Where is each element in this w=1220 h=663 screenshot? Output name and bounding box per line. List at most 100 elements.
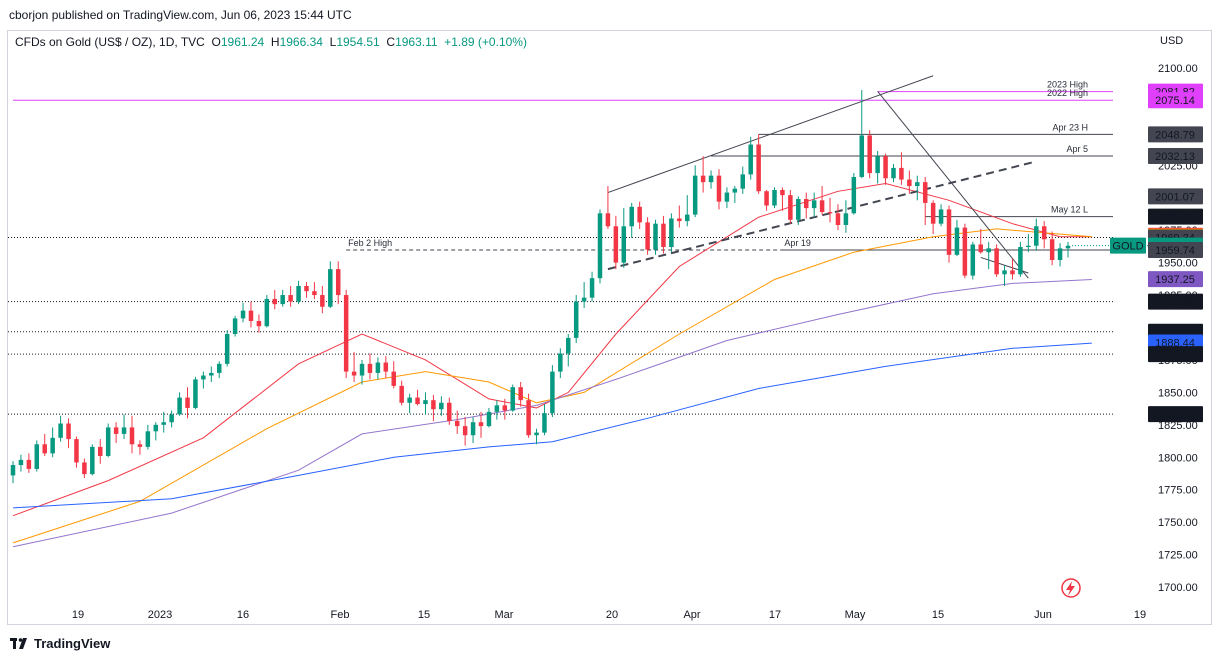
candle-body: [803, 199, 809, 209]
candle-body: [462, 426, 468, 436]
candle-body: [335, 269, 341, 296]
candle-body: [566, 337, 571, 354]
price-label-text: 1919.90: [1155, 297, 1195, 309]
candle-body: [677, 218, 682, 222]
candle-body: [169, 414, 174, 423]
candle-body: [621, 226, 627, 263]
candle-body: [645, 222, 650, 250]
candle-body: [1049, 239, 1055, 261]
candle-body: [526, 400, 531, 436]
candle-body: [502, 405, 508, 411]
candle-body: [661, 223, 666, 248]
level-label: Feb 2 High: [348, 238, 392, 248]
ema50-line: [12, 228, 1092, 544]
candle-body: [375, 362, 381, 373]
candle-body: [653, 223, 658, 250]
candle-body: [470, 422, 476, 436]
open-label: O: [211, 35, 221, 49]
price-label-box: [1148, 126, 1203, 143]
candle-body: [692, 175, 698, 215]
price-label-text: 2001.07: [1155, 191, 1195, 203]
open-value: 1961.24: [220, 35, 265, 49]
candle-body: [209, 372, 214, 376]
candle-body: [962, 227, 968, 276]
candle-body: [788, 195, 793, 220]
candle-body: [343, 295, 349, 372]
candle-body: [161, 422, 166, 425]
symbol-tag-box: [1110, 237, 1146, 254]
candle-body: [938, 209, 944, 224]
candle-body: [550, 371, 555, 414]
candle-body: [772, 189, 777, 206]
trendline: [607, 75, 934, 194]
candle-body: [351, 371, 357, 376]
lightning-icon-ring: [1061, 578, 1081, 598]
candle-body: [447, 402, 452, 421]
candle-body: [970, 244, 976, 276]
candle-body: [899, 167, 904, 180]
candle-body: [296, 285, 301, 302]
candle-body: [74, 439, 79, 463]
candle-body: [819, 200, 825, 213]
currency-label: USD: [1160, 35, 1183, 47]
candle-body: [1034, 226, 1039, 246]
candle-body: [835, 213, 841, 225]
candle-body: [304, 285, 309, 292]
candle-body: [994, 248, 999, 275]
price-label-text: 2075.14: [1155, 95, 1195, 107]
candle-body: [1018, 247, 1023, 275]
candle-body: [573, 301, 579, 338]
candle-body: [883, 156, 888, 179]
candle-body: [700, 175, 706, 183]
close-value: 1963.11: [395, 35, 438, 49]
candle-body: [256, 321, 262, 327]
candle-body: [129, 427, 135, 445]
price-label-box: [1148, 208, 1203, 225]
ema20-line: [12, 182, 1092, 517]
candle-body: [1026, 245, 1031, 248]
candle-body: [811, 200, 817, 209]
candle-body: [542, 413, 547, 433]
symbol-title[interactable]: CFDs on Gold (US$ / OZ), 1D, TVC: [15, 35, 205, 49]
y-tick-label: 1775.00: [1158, 485, 1198, 497]
trendline: [877, 91, 1029, 279]
candle-body: [105, 427, 111, 456]
candle-body: [605, 213, 611, 227]
candle-body: [201, 375, 206, 380]
low-value: 1954.51: [336, 35, 380, 49]
y-tick-label: 1700.00: [1158, 582, 1198, 594]
lightning-icon-bolt: [1066, 581, 1075, 596]
candle-body: [716, 175, 722, 202]
candle-body: [708, 175, 714, 183]
candle-body: [82, 462, 87, 475]
candle-body: [224, 333, 230, 364]
x-tick-label: 2023: [148, 609, 172, 621]
candle-body: [121, 427, 127, 434]
change-value: +1.89 (+0.10%): [444, 35, 527, 49]
candle-body: [891, 167, 896, 179]
price-label-box: [1148, 406, 1203, 423]
candle-body: [185, 397, 190, 408]
tradingview-brand[interactable]: TradingView: [10, 636, 110, 651]
price-label-text: 2032.13: [1155, 151, 1195, 163]
candle-body: [264, 298, 270, 327]
candle-body: [232, 318, 238, 334]
level-label: Apr 23 H: [1052, 122, 1088, 132]
y-tick-label: 1850.00: [1158, 387, 1198, 399]
candle-body: [391, 371, 397, 386]
candle-body: [1002, 270, 1007, 275]
x-tick-label: 15: [932, 609, 944, 621]
candle-body: [748, 144, 753, 175]
candle-body: [867, 135, 872, 174]
candle-body: [922, 182, 928, 203]
candle-body: [439, 402, 444, 410]
candle-body: [843, 213, 849, 225]
candle-body: [454, 420, 460, 427]
candle-body: [193, 379, 198, 408]
candle-body: [34, 444, 40, 469]
high-label: H: [270, 35, 280, 49]
candle-body: [613, 226, 619, 263]
ohlc-legend: CFDs on Gold (US$ / OZ), 1D, TVC O1961.2…: [15, 35, 527, 49]
candle-body: [1041, 226, 1047, 240]
